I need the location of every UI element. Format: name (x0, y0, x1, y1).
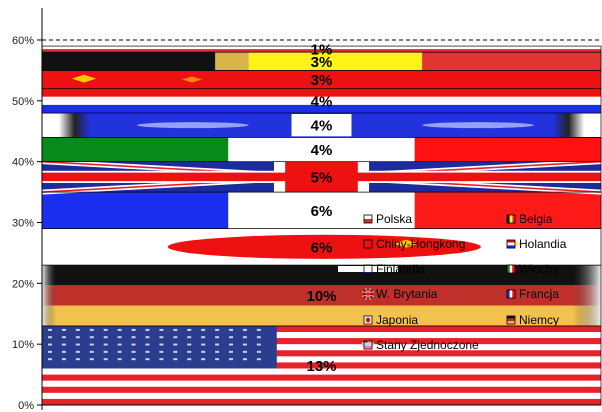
data-labels: 13%10%6%6%5%4%4%4%3%3%1% (306, 42, 336, 375)
legend-item-finlandia: Finlandia (338, 262, 425, 276)
data-label-polska: 1% (311, 42, 333, 59)
legend-label: Holandia (519, 237, 567, 251)
y-tick-label: 60% (12, 35, 34, 47)
legend-item-wlochy: Włochy (506, 262, 558, 276)
legend-label: Polska (376, 212, 412, 226)
flag-icon-usa (361, 340, 374, 350)
legend-item-polska: Polska (363, 212, 412, 226)
segment-stany-zjednoczone (41, 325, 602, 406)
y-tick-label: 0% (18, 400, 34, 412)
bar-segments (41, 45, 602, 406)
segment-japonia (41, 228, 602, 266)
y-tick-label: 10% (12, 339, 34, 351)
legend-label: Niemcy (519, 313, 559, 327)
legend-item-w-brytania: W. Brytania (362, 287, 438, 301)
flag-icon-poland (363, 214, 373, 224)
legend-item-japonia: Japonia (363, 313, 418, 327)
y-tick-label: 20% (12, 278, 34, 290)
y-tick-label: 30% (12, 218, 34, 230)
data-label-japonia: 6% (311, 239, 333, 256)
legend-label: Włochy (519, 262, 558, 276)
data-label-niemcy: 10% (306, 288, 336, 305)
legend-item-belgia: Belgia (506, 212, 553, 226)
flag-icon-uk (362, 288, 374, 300)
data-label-chiny-hongkong: 3% (311, 72, 333, 89)
legend-label: Chiny-Hongkong (376, 237, 465, 251)
legend-item-stany-zjednoczone: Stany Zjednoczone (361, 338, 479, 352)
legend-item-francja: Francja (506, 287, 559, 301)
flag-icon-belgium (506, 214, 516, 224)
flag-icon-finland (338, 264, 398, 274)
data-label-belgia: 3% (311, 54, 333, 71)
legend-label: Finlandia (376, 262, 425, 276)
data-label-finlandia: 4% (311, 118, 333, 135)
legend-label: Japonia (376, 313, 418, 327)
flag-icon-italy (506, 264, 516, 274)
legend: Polska Belgia Chiny-Hongkong Holandia Finlan… (338, 212, 567, 352)
segment-w-brytania (41, 159, 602, 195)
segment-francja (41, 191, 602, 229)
legend-label: Belgia (519, 212, 553, 226)
flag-icon-japan (363, 315, 373, 325)
data-label-w-brytania: 5% (311, 169, 333, 186)
data-label-wlochy: 4% (311, 142, 333, 159)
y-tick-label: 50% (12, 96, 34, 108)
segment-wlochy (41, 136, 602, 163)
data-label-francja: 6% (311, 203, 333, 220)
flag-icon-netherlands (506, 239, 516, 249)
segment-belgia (41, 51, 602, 71)
legend-label: Stany Zjednoczone (376, 338, 479, 352)
data-label-stany-zjednoczone: 13% (306, 358, 336, 375)
legend-label: Francja (519, 287, 559, 301)
y-tick-label: 40% (12, 157, 34, 169)
legend-item-holandia: Holandia (506, 237, 567, 251)
segment-finlandia (41, 112, 602, 138)
y-axis: 0% 10% 20% 30% 40% 50% 60% (12, 8, 601, 412)
flag-icon-france (506, 289, 516, 299)
legend-item-niemcy: Niemcy (506, 313, 559, 327)
data-label-holandia: 4% (311, 93, 333, 110)
flag-icon-germany (506, 315, 516, 325)
legend-label: W. Brytania (376, 287, 438, 301)
